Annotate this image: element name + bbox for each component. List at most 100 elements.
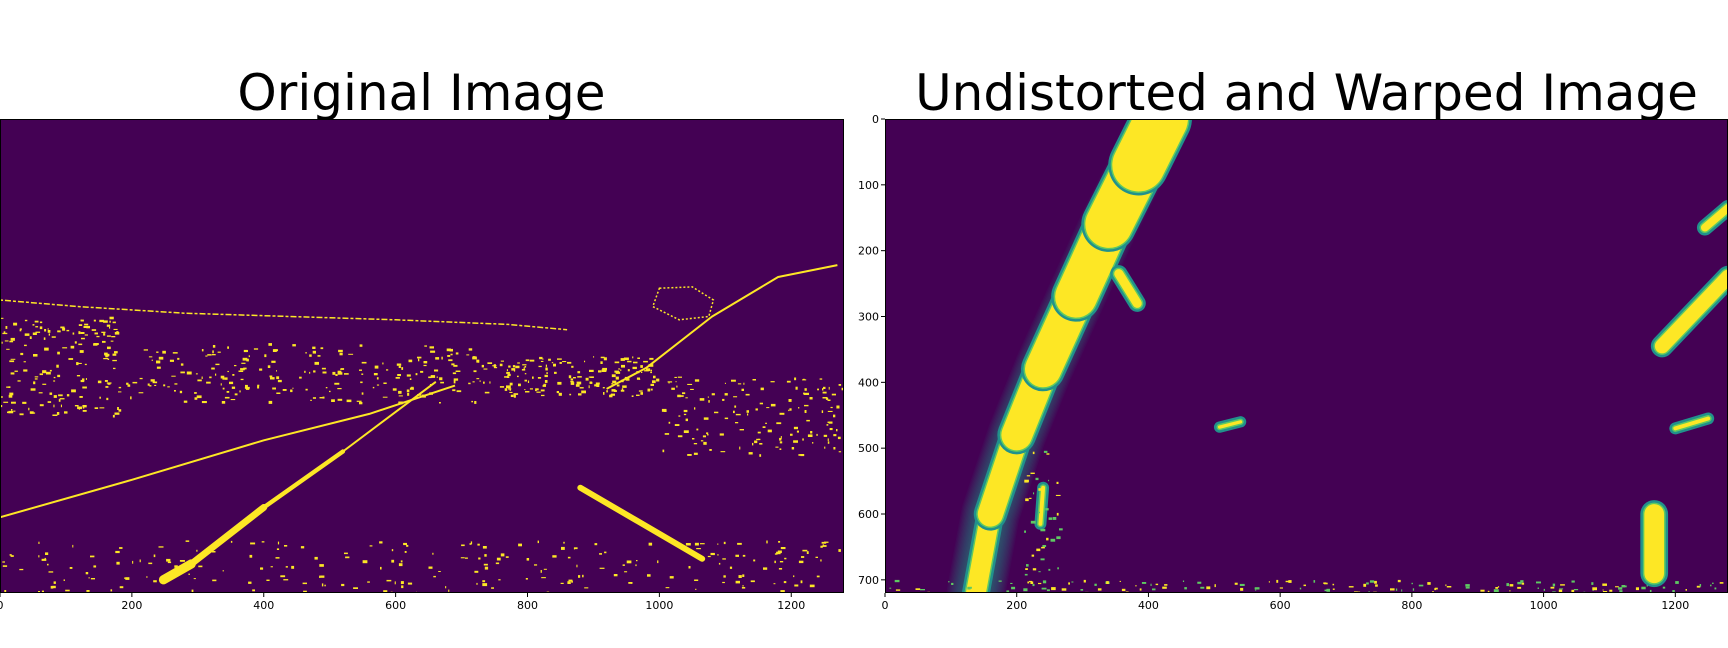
edge-speck: [38, 392, 43, 394]
x-tick-label: 400: [253, 599, 274, 612]
edge-speck: [702, 557, 705, 559]
edge-speck: [438, 571, 441, 572]
edge-speck: [653, 375, 656, 379]
edge-speck: [1509, 584, 1514, 587]
edge-speck: [747, 413, 749, 416]
edge-speck: [752, 442, 754, 446]
lane-band: [1114, 269, 1142, 308]
edge-speck: [507, 375, 509, 377]
edge-speck: [1006, 590, 1010, 593]
edge-speck: [817, 388, 819, 391]
edge-speck: [710, 552, 715, 556]
edge-speck: [90, 578, 95, 580]
edge-speck: [212, 345, 216, 348]
edge-speck: [276, 548, 280, 550]
edge-speck: [361, 361, 367, 364]
edge-speck: [798, 454, 802, 456]
edge-speck: [506, 369, 508, 372]
edge-speck: [107, 383, 111, 385]
edge-speck: [671, 387, 675, 390]
edge-speck: [778, 541, 781, 543]
x-tick-label: 600: [1270, 599, 1291, 612]
edge-speck: [38, 555, 40, 558]
edge-speck: [335, 374, 338, 376]
edge-speck: [305, 352, 307, 354]
edge-speck: [1672, 590, 1675, 593]
edge-speck: [678, 415, 681, 417]
edge-speck: [613, 574, 618, 577]
edge-speck: [759, 454, 762, 457]
edge-line: [606, 264, 838, 390]
edge-speck: [800, 580, 803, 584]
edge-speck: [359, 401, 362, 403]
edge-speck: [212, 350, 214, 354]
edge-speck: [96, 335, 100, 338]
edge-speck: [400, 560, 403, 563]
edge-speck: [72, 544, 74, 548]
edge-speck: [417, 356, 422, 359]
edge-speck: [252, 589, 255, 592]
edge-speck: [833, 414, 836, 418]
edge-speck: [270, 566, 273, 568]
edge-speck: [742, 554, 746, 557]
edge-speck: [1048, 479, 1050, 482]
edge-speck: [827, 441, 830, 444]
edge-speck: [1517, 586, 1522, 589]
edge-speck: [779, 441, 783, 444]
edge-speck: [212, 354, 216, 356]
edge-speck: [662, 449, 665, 453]
edge-speck: [174, 383, 178, 385]
edge-speck: [543, 383, 547, 385]
edge-speck: [822, 388, 824, 391]
edge-speck: [91, 329, 97, 331]
edge-speck: [541, 394, 545, 397]
edge-speck: [722, 581, 725, 584]
edge-speck: [35, 331, 41, 333]
edge-speck: [622, 385, 627, 388]
edge-speck: [770, 381, 775, 383]
chart-title-original: Original Image: [237, 64, 606, 122]
edge-speck: [1719, 582, 1724, 584]
edge-speck: [692, 438, 695, 440]
edge-speck: [132, 381, 138, 384]
edge-speck: [146, 576, 148, 578]
edge-line: [0, 384, 456, 519]
edge-speck: [369, 545, 373, 547]
edge-speck: [1040, 558, 1045, 561]
y-tick-label: 0: [872, 113, 879, 126]
edge-speck: [400, 581, 404, 584]
edge-speck: [117, 407, 119, 410]
edge-speck: [1411, 582, 1413, 585]
edge-speck: [752, 379, 756, 381]
edge-speck: [85, 378, 87, 380]
edge-speck: [105, 353, 110, 357]
edge-speck: [1412, 588, 1415, 591]
edge-speck: [85, 572, 89, 575]
edge-speck: [820, 545, 823, 548]
edge-speck: [678, 544, 680, 547]
edge-speck: [78, 331, 81, 335]
edge-speck: [127, 384, 131, 387]
edge-speck: [383, 590, 388, 592]
edge-speck: [59, 398, 65, 400]
edge-speck: [1023, 588, 1028, 592]
edge-speck: [153, 554, 156, 558]
edge-speck: [138, 392, 144, 394]
edge-speck: [291, 565, 295, 569]
edge-speck: [38, 541, 40, 544]
edge-speck: [1520, 580, 1524, 583]
edge-speck: [1106, 581, 1109, 584]
edge-speck: [79, 396, 83, 398]
edge-speck: [337, 398, 343, 401]
edge-speck: [1097, 588, 1102, 591]
x-tick-label: 0: [882, 599, 889, 612]
edge-speck: [745, 393, 750, 396]
edge-speck: [804, 392, 809, 395]
edge-speck: [780, 436, 782, 439]
edge-speck: [201, 376, 203, 379]
edge-speck: [337, 370, 342, 374]
edge-speck: [584, 587, 589, 589]
edge-speck: [119, 547, 123, 549]
edge-speck: [398, 563, 403, 567]
x-tick-label: 200: [1006, 599, 1027, 612]
